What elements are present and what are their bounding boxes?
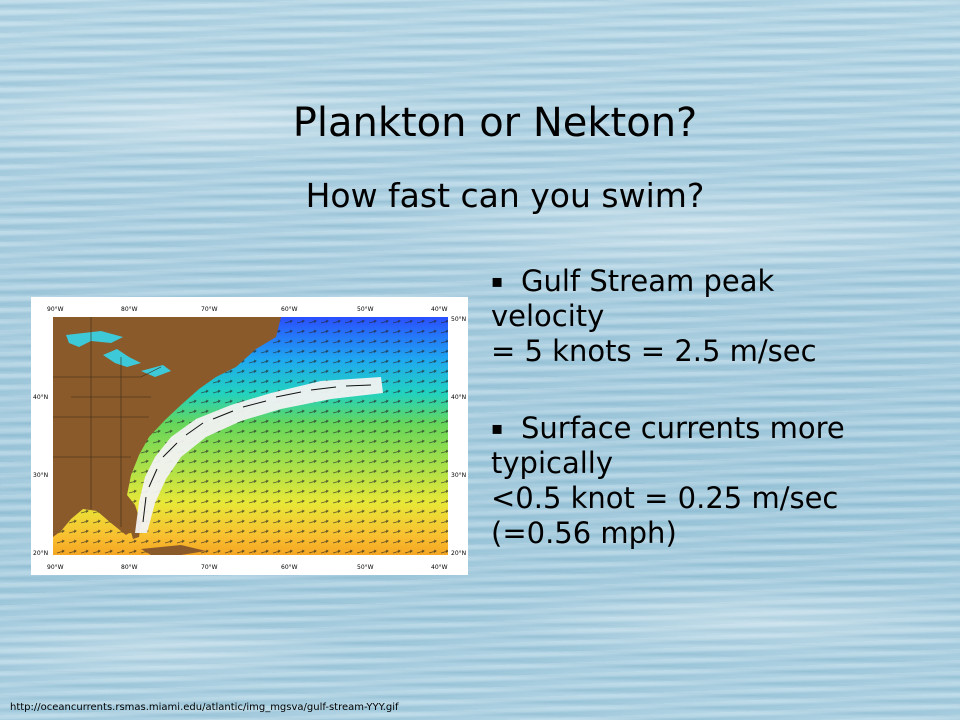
lon-label: 80°W bbox=[121, 564, 138, 571]
slide-title: Plankton or Nekton? bbox=[292, 100, 698, 146]
lon-label: 40°W bbox=[431, 306, 448, 313]
bullet-line: (=0.56 mph) bbox=[491, 516, 677, 550]
bullet-line: velocity bbox=[491, 299, 605, 333]
bullet-square-icon: ▪ bbox=[491, 418, 504, 439]
slide-subtitle: How fast can you swim? bbox=[305, 176, 705, 215]
lat-label: 20°N bbox=[451, 550, 466, 557]
gulf-stream-core bbox=[135, 377, 383, 533]
lon-label: 60°W bbox=[281, 306, 298, 313]
bullet-line: typically bbox=[491, 446, 613, 480]
source-url: http://oceancurrents.rsmas.miami.edu/atl… bbox=[10, 702, 399, 713]
lon-label: 50°W bbox=[357, 564, 374, 571]
lat-label: 40°N bbox=[33, 394, 48, 401]
lon-label: 70°W bbox=[201, 306, 218, 313]
lat-label: 20°N bbox=[33, 550, 48, 557]
lon-label: 90°W bbox=[47, 306, 64, 313]
land-mass bbox=[53, 317, 281, 537]
lat-label: 50°N bbox=[451, 316, 466, 323]
caribbean-land bbox=[141, 545, 206, 555]
bullet-line: ▪ Surface currents more bbox=[491, 411, 845, 445]
gulf-stream-map: 90°W 80°W 70°W 60°W 50°W 40°W 90°W 80°W … bbox=[31, 297, 468, 575]
state-borders bbox=[53, 317, 162, 527]
bullet-line: = 5 knots = 2.5 m/sec bbox=[491, 334, 817, 368]
bullet-line: ▪ Gulf Stream peak bbox=[491, 264, 775, 298]
bullet-surface-currents: ▪ Surface currents more typically <0.5 kn… bbox=[491, 411, 951, 551]
lon-label: 60°W bbox=[281, 564, 298, 571]
lon-label: 50°W bbox=[357, 306, 374, 313]
bullet-gulf-stream: ▪ Gulf Stream peak velocity = 5 knots = 2… bbox=[491, 264, 951, 369]
lat-label: 30°N bbox=[451, 472, 466, 479]
bullet-list: ▪ Gulf Stream peak velocity = 5 knots = 2… bbox=[491, 264, 951, 551]
lon-label: 90°W bbox=[47, 564, 64, 571]
bullet-line: <0.5 knot = 0.25 m/sec bbox=[491, 481, 839, 515]
gulf-stream-arrows bbox=[142, 384, 372, 523]
lon-label: 80°W bbox=[121, 306, 138, 313]
lon-label: 40°W bbox=[431, 564, 448, 571]
great-lakes bbox=[66, 331, 171, 377]
lat-label: 40°N bbox=[451, 394, 466, 401]
bullet-square-icon: ▪ bbox=[491, 271, 504, 292]
lat-label: 30°N bbox=[33, 472, 48, 479]
lon-label: 70°W bbox=[201, 564, 218, 571]
